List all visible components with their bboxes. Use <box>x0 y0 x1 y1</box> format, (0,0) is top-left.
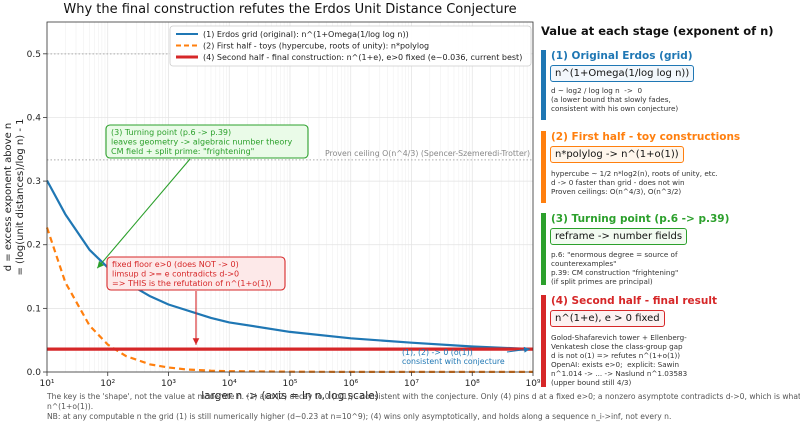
chart-title: Why the final construction refutes the E… <box>63 2 517 17</box>
annotation-fixed-floor: fixed floor e>0 (does NOT -> 0) limsup d … <box>106 256 286 345</box>
x-tick-label: 10³ <box>161 379 176 389</box>
stage-formula: n^(1+Omega(1/log log n)) <box>550 65 695 82</box>
footer-line: NB: at any computable n the grid (1) is … <box>47 412 672 421</box>
annotation-box <box>106 256 286 291</box>
annotation-text-line: CM field + split prime: "frightening" <box>111 147 254 156</box>
stage-formula: n*polylog -> n^(1+o(1)) <box>550 146 684 163</box>
legend-label: (4) Second half - final construction: n^… <box>203 53 522 62</box>
y-tick-label: 0.4 <box>27 113 42 123</box>
y-tick-label: 0.1 <box>27 304 41 314</box>
annotation-text-line: (3) Turning point (p.6 -> p.39) <box>111 128 231 137</box>
stage-description: d ~ log2 / log log n -> 0 (a lower bound… <box>551 86 679 113</box>
stage-heading: (1) Original Erdos (grid) <box>551 50 693 62</box>
x-tick-label: 10⁵ <box>282 379 297 389</box>
footer-line: The key is the 'shape', not the value at… <box>47 392 800 401</box>
y-axis-label-line: d = excess exponent above n <box>3 123 14 272</box>
footer-note: The key is the 'shape', not the value at… <box>47 392 800 422</box>
annotation-arrow <box>96 158 191 269</box>
annotation-text-line: (1), (2) -> 0 (o(1)) <box>402 348 473 357</box>
legend-label: (2) First half - toys (hypercube, roots … <box>203 42 429 51</box>
x-tick-label: 10⁶ <box>343 379 358 389</box>
stage-formula: n^(1+e), e > 0 fixed <box>550 310 665 327</box>
annotation-arrow <box>506 346 531 353</box>
x-tick-label: 10⁷ <box>404 379 419 389</box>
y-axis-label: d = excess exponent above n= (log(unit d… <box>3 118 26 275</box>
footer-line: n^(1+o(1)). <box>47 402 94 411</box>
stage-color-bar <box>541 50 546 120</box>
x-tick-label: 10¹ <box>39 379 54 389</box>
stage-panel-turning-point: (3) Turning point (p.6 -> p.39) reframe … <box>541 213 796 286</box>
x-axis-label: larger n -> (axis = ln n, log scale) <box>201 390 379 402</box>
stage-panel-final-result: (4) Second half - final result n^(1+e), … <box>541 295 796 387</box>
annotation-consistent: (1), (2) -> 0 (o(1)) consistent with conj… <box>402 346 531 366</box>
stage-description: Golod-Shafarevich tower + Ellenberg- Ven… <box>551 333 688 387</box>
x-tick-label: 10² <box>100 379 115 389</box>
legend-frame <box>169 25 532 67</box>
stage-heading: (4) Second half - final result <box>551 295 717 307</box>
annotation-text-line: leaves geometry -> algebraic number theo… <box>111 138 292 147</box>
annotation-text-line: limsup d >= e contradicts d->0 <box>112 270 239 279</box>
annotation-text-line: fixed floor e>0 (does NOT -> 0) <box>112 260 239 269</box>
legend: (1) Erdos grid (original): n^(1+Omega(1/… <box>169 25 532 67</box>
stage-heading: (2) First half - toy constructions <box>551 131 741 143</box>
annotation-text: (3) Turning point (p.6 -> p.39) leaves ge… <box>111 128 292 156</box>
side-panel-title: Value at each stage (exponent of n) <box>541 24 774 38</box>
annotation-text: fixed floor e>0 (does NOT -> 0) limsup d … <box>112 260 272 288</box>
legend-label: (1) Erdos grid (original): n^(1+Omega(1/… <box>203 30 409 39</box>
y-tick-label: 0.2 <box>27 241 41 251</box>
series-line <box>46 179 534 351</box>
stage-panel-toys: (2) First half - toy constructions n*pol… <box>541 131 796 203</box>
stage-color-bar <box>541 295 546 387</box>
reference-label: Proven ceiling O(n^4/3) (Spencer-Szemere… <box>325 149 530 158</box>
y-tick-label: 0.5 <box>27 50 41 60</box>
x-tick-label: 10⁴ <box>222 379 237 389</box>
annotation-box <box>105 124 309 159</box>
x-tick-label: 10⁹ <box>525 379 540 389</box>
stage-heading: (3) Turning point (p.6 -> p.39) <box>551 213 730 225</box>
stage-color-bar <box>541 213 546 285</box>
annotation-text-line: => THIS is the refutation of n^(1+o(1)) <box>112 279 272 288</box>
x-tick-label: 10⁸ <box>465 379 480 389</box>
stage-color-bar <box>541 131 546 203</box>
stage-formula: reframe -> number fields <box>550 228 688 245</box>
y-axis-label-line: = (log(unit distances)/log n) - 1 <box>15 118 26 275</box>
annotation-text: (1), (2) -> 0 (o(1)) consistent with conj… <box>402 348 505 366</box>
stage-panel-original: (1) Original Erdos (grid) n^(1+Omega(1/l… <box>541 50 796 120</box>
stage-description: hypercube ~ 1/2 n*log2(n), roots of unit… <box>551 169 718 196</box>
y-tick-label: 0.0 <box>27 368 42 378</box>
y-tick-label: 0.3 <box>27 177 41 187</box>
annotation-turning-point: (3) Turning point (p.6 -> p.39) leaves ge… <box>96 124 309 269</box>
annotation-text-line: consistent with conjecture <box>402 357 505 366</box>
stage-description: p.6: "enormous degree = source of counte… <box>551 250 679 286</box>
